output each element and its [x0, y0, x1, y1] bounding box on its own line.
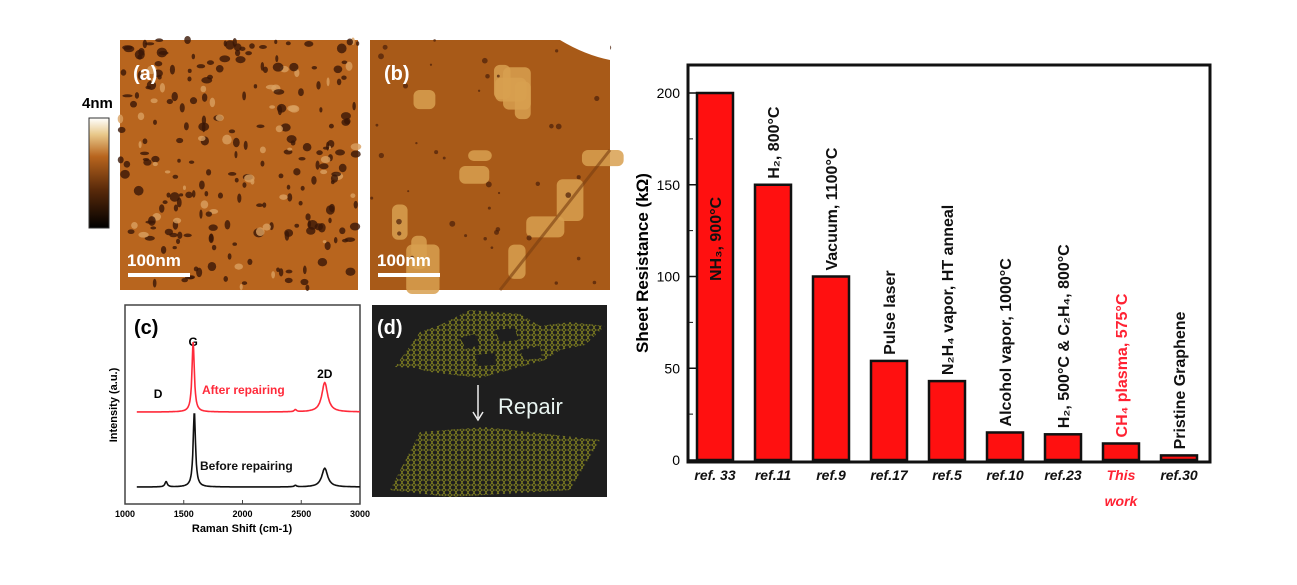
bar-annotation: CH₄ plasma, 575°C	[1114, 293, 1131, 437]
raman-xtick-label: 1500	[174, 509, 194, 519]
bar-4	[927, 379, 967, 462]
x-category-label: ref.17	[870, 467, 909, 483]
repair-schematic: (d) Repair	[372, 305, 607, 497]
raman-frame	[124, 304, 361, 505]
raman-xtick-label: 1000	[115, 509, 135, 519]
x-category-label: ref.10	[986, 467, 1024, 483]
peak-label-2D: 2D	[317, 367, 333, 381]
panel-b-label: (b)	[384, 63, 410, 85]
bar-2	[811, 275, 851, 462]
series-label-before: Before repairing	[200, 459, 293, 473]
raman-panel-label: (c)	[134, 317, 158, 339]
bar-frame	[686, 63, 1212, 464]
bar-7	[1101, 442, 1141, 462]
bar-annotation: H₂, 500°C & C₂H₄, 800°C	[1056, 244, 1073, 428]
raman-xtick-label: 2000	[232, 509, 252, 519]
bar-ylabel: Sheet Resistance (kΩ)	[633, 173, 652, 353]
bar-annotation: Pulse laser	[882, 270, 899, 355]
bar-0	[695, 91, 735, 462]
x-category-label-line2: work	[1105, 493, 1139, 509]
panel-a-label: (a)	[133, 63, 157, 85]
bar-annotation: Alcohol vapor, 1000°C	[998, 258, 1015, 427]
peak-label-D: D	[154, 387, 163, 401]
panel-d-label: (d)	[377, 317, 403, 339]
colorbar-label: 4nm	[82, 95, 113, 112]
raman-xtick-label: 2500	[291, 509, 311, 519]
y-tick-label: 200	[657, 85, 681, 101]
y-tick-label: 100	[657, 269, 681, 285]
y-tick-label: 0	[672, 452, 680, 468]
raman-xtick-label: 3000	[350, 509, 370, 519]
x-category-label: ref.11	[755, 467, 792, 483]
x-category-label: ref.23	[1044, 467, 1082, 483]
afm-image-a: (a) 100nm	[117, 35, 362, 291]
bar-8	[1159, 454, 1199, 462]
sheet-resistance-bar-chart: Sheet Resistance (kΩ) 0 50 100 150 200 ref. 3…	[633, 63, 1212, 509]
bar-annotation: Vacuum, 1100°C	[824, 147, 841, 270]
defective-graphene-lattice	[395, 310, 605, 378]
scale-bar-a	[128, 273, 190, 277]
bar-6	[1043, 433, 1083, 462]
repair-caption: Repair	[498, 394, 563, 419]
bar-5	[985, 431, 1025, 462]
bar-annotation: N₂H₄ vapor, HT anneal	[940, 205, 957, 375]
x-category-label: ref.9	[816, 467, 846, 483]
y-tick-label: 50	[664, 360, 680, 376]
x-category-label: ref. 33	[694, 467, 735, 483]
y-tick-label: 150	[657, 177, 681, 193]
raman-xlabel: Raman Shift (cm-1)	[192, 523, 293, 535]
bar-1	[753, 183, 793, 462]
afm-image-b: (b) 100nm	[370, 39, 624, 294]
bar-annotation: Pristine Graphene	[1172, 311, 1189, 449]
raman-ylabel: Intensity (a.u.)	[108, 367, 120, 442]
scale-bar-label-b: 100nm	[377, 251, 431, 270]
x-category-label: ref.30	[1160, 467, 1198, 483]
bar-3	[869, 359, 909, 462]
x-category-label: This	[1107, 467, 1136, 483]
scale-bar-b	[378, 273, 440, 277]
repaired-graphene-lattice	[390, 427, 600, 497]
series-line-after-repairing	[136, 341, 360, 413]
x-category-label: ref.5	[932, 467, 962, 483]
series-label-after: After repairing	[202, 383, 285, 397]
scale-bar-label-a: 100nm	[127, 251, 181, 270]
series-line-before-repairing	[136, 413, 360, 488]
bar-annotation: NH₃, 900°C	[708, 197, 725, 281]
bar-annotation: H₂, 800°C	[766, 106, 783, 179]
colorbar	[88, 117, 110, 229]
